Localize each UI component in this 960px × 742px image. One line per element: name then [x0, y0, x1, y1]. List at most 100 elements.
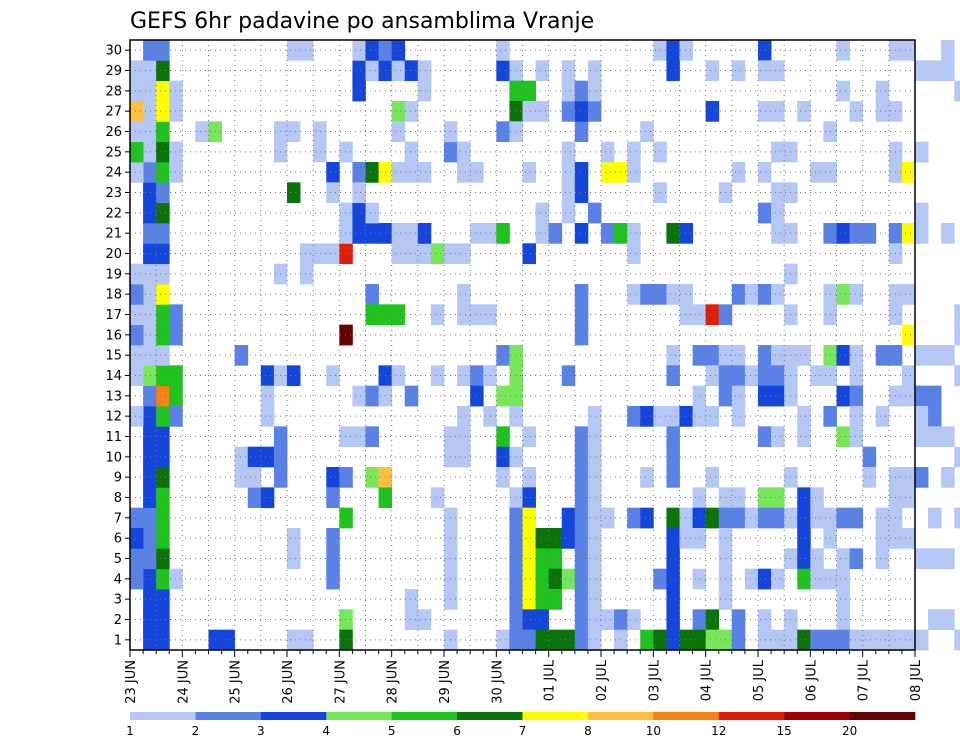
y-tick-label: 11: [105, 430, 122, 445]
x-tick-label: 07 JUL: [857, 659, 872, 701]
heatmap-cell: [522, 528, 536, 549]
heatmap-cell: [509, 406, 523, 427]
heatmap-cell: [941, 548, 955, 570]
y-tick-label: 26: [105, 125, 122, 140]
heatmap-cell: [365, 385, 379, 407]
y-tick-label: 4: [114, 572, 122, 587]
x-tick-label: 30 JUN: [490, 660, 505, 704]
heatmap-cell: [300, 40, 314, 61]
heatmap-cell: [143, 345, 157, 366]
heatmap-cell: [535, 589, 550, 610]
heatmap-cell: [836, 589, 850, 610]
heatmap-cell: [156, 304, 170, 326]
heatmap-cell: [143, 101, 157, 122]
heatmap-cell: [352, 40, 366, 61]
heatmap-cell: [574, 324, 589, 346]
heatmap-cell: [430, 304, 445, 326]
heatmap-cell: [156, 162, 170, 183]
heatmap-cell: [430, 243, 445, 265]
heatmap-cell: [587, 467, 602, 488]
heatmap-cell: [404, 60, 419, 82]
heatmap-cell: [666, 507, 680, 529]
heatmap-cell: [522, 243, 536, 265]
heatmap-cell: [496, 385, 510, 407]
heatmap-cell: [836, 609, 850, 631]
heatmap-cell: [156, 609, 170, 631]
heatmap-cell: [352, 202, 366, 224]
heatmap-cell: [849, 629, 864, 651]
heatmap-cell: [915, 467, 929, 488]
heatmap-cell: [156, 528, 170, 549]
heatmap-cell: [457, 162, 471, 183]
heatmap-cell: [627, 284, 641, 305]
legend-swatch: [587, 712, 654, 720]
heatmap-cell: [156, 263, 170, 285]
heatmap-cell: [143, 629, 157, 651]
heatmap-cell: [130, 548, 144, 570]
heatmap-cell: [300, 263, 314, 285]
heatmap-cell: [404, 101, 419, 122]
heatmap-cell: [221, 629, 236, 651]
heatmap-cell: [535, 609, 550, 631]
heatmap-cell: [692, 507, 707, 529]
heatmap-cell: [561, 202, 576, 224]
heatmap-cell: [535, 101, 550, 122]
heatmap-cell: [928, 507, 942, 529]
heatmap-cell: [941, 467, 955, 488]
heatmap-cell: [640, 629, 654, 651]
x-tick-label: 24 JUN: [176, 660, 191, 704]
heatmap-cell: [915, 202, 929, 224]
heatmap-cell: [339, 243, 353, 265]
heatmap-cell: [797, 568, 811, 590]
heatmap-cell: [509, 568, 523, 590]
heatmap-cell: [666, 548, 680, 570]
heatmap-cell: [365, 284, 379, 305]
heatmap-cell: [849, 365, 864, 387]
heatmap-cell: [640, 284, 654, 305]
y-tick-label: 23: [105, 186, 122, 201]
heatmap-cell: [561, 528, 576, 549]
x-tick-label: 28 JUN: [386, 660, 401, 704]
heatmap-cell: [862, 223, 877, 244]
heatmap-cell: [130, 507, 144, 529]
heatmap-cell: [535, 629, 550, 651]
heatmap-cell: [574, 609, 589, 631]
heatmap-cell: [797, 507, 811, 529]
heatmap-cell: [731, 162, 746, 183]
heatmap-cell: [156, 101, 170, 122]
heatmap-cell: [836, 284, 850, 305]
heatmap-cell: [496, 121, 510, 143]
heatmap-cell: [901, 385, 916, 407]
heatmap-cell: [810, 487, 824, 509]
heatmap-cell: [143, 548, 157, 570]
heatmap-cell: [156, 202, 170, 224]
heatmap-cell: [692, 406, 707, 427]
heatmap-cell: [666, 609, 680, 631]
heatmap-cell: [679, 40, 693, 61]
heatmap-cell: [941, 609, 955, 631]
heatmap-cell: [156, 629, 170, 651]
heatmap-cell: [574, 446, 589, 468]
y-tick-label: 27: [105, 105, 122, 120]
heatmap-cell: [679, 223, 693, 244]
legend-swatch: [784, 712, 850, 720]
heatmap-cell: [365, 467, 379, 488]
legend-swatch: [391, 712, 458, 720]
heatmap-cell: [143, 528, 157, 549]
heatmap-cell: [875, 80, 890, 102]
heatmap-cell: [234, 446, 249, 468]
heatmap-cell: [601, 507, 615, 529]
heatmap-cell: [535, 223, 550, 244]
heatmap-cell: [430, 365, 445, 387]
heatmap-cell: [574, 467, 589, 488]
heatmap-cell: [849, 406, 864, 427]
x-tick-label: 06 JUL: [804, 659, 819, 701]
heatmap-cell: [666, 446, 680, 468]
heatmap-cell: [143, 446, 157, 468]
heatmap-cell: [522, 80, 536, 102]
heatmap-cell: [561, 182, 576, 204]
heatmap-cell: [731, 507, 746, 529]
x-tick-label: 27 JUN: [333, 660, 348, 704]
heatmap-cell: [483, 365, 497, 387]
heatmap-cell: [666, 528, 680, 549]
